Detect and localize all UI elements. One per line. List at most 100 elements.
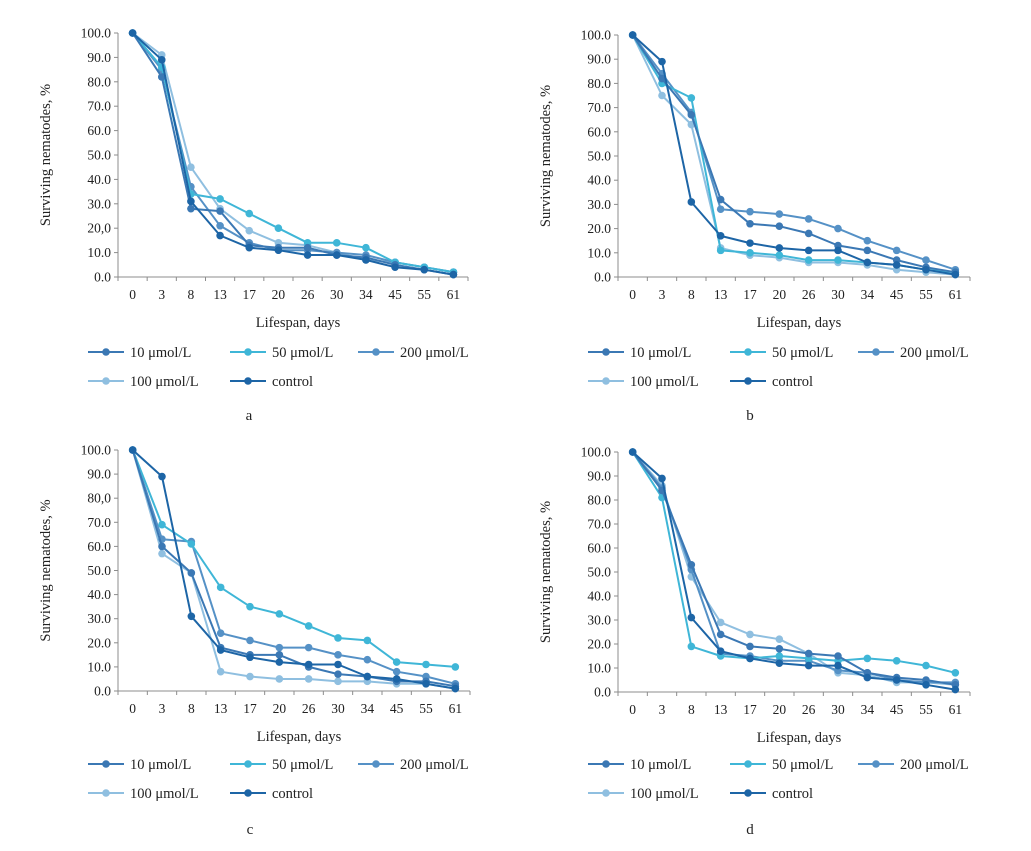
data-point-10umol xyxy=(775,222,784,230)
data-point-control xyxy=(716,232,725,240)
data-point-10umol xyxy=(687,561,696,569)
legend: 10 μmol/L 50 μmol/L 200 μmol/L 100 μmol/L co… xyxy=(88,757,469,802)
data-point-100umol xyxy=(304,675,313,683)
chart-panel-d: 0.0 10.0 20.0 30.0 40.0 50.0 60.0 70.0 80.0 90.0 1… xyxy=(538,445,971,838)
legend-swatch-marker xyxy=(244,789,252,797)
series-line-control xyxy=(132,449,456,690)
x-tick-label: 30 xyxy=(331,701,345,716)
data-point-200umol xyxy=(746,207,754,216)
legend-label: 10 μmol/L xyxy=(630,345,691,361)
data-point-50umol xyxy=(216,195,224,203)
data-point-50umol xyxy=(892,657,901,665)
data-point-50umol xyxy=(362,243,370,252)
y-tick-label: 90.0 xyxy=(587,469,611,484)
x-tick-label: 17 xyxy=(243,287,257,302)
data-point-10umol xyxy=(275,651,284,659)
data-point-50umol xyxy=(392,658,401,666)
x-tick-label: 34 xyxy=(861,287,875,302)
x-tick-label: 30 xyxy=(831,287,845,302)
data-point-100umol xyxy=(216,667,225,676)
x-tick-label: 26 xyxy=(802,287,816,302)
y-tick-label: 70.0 xyxy=(87,99,111,114)
data-point-50umol xyxy=(775,652,784,660)
data-point-control xyxy=(158,472,166,481)
legend-label: 100 μmol/L xyxy=(130,786,199,802)
data-point-control xyxy=(449,270,458,279)
x-tick-label: 55 xyxy=(418,287,432,302)
y-tick-label: 90.0 xyxy=(87,50,111,65)
data-point-control xyxy=(804,661,813,670)
legend-label: 100 μmol/L xyxy=(130,374,199,390)
data-point-control xyxy=(863,258,872,267)
data-point-50umol xyxy=(422,660,430,669)
data-point-50umol xyxy=(716,246,725,255)
data-point-control xyxy=(128,446,137,454)
y-tick-label: 60.0 xyxy=(87,123,111,138)
legend-swatch-marker xyxy=(372,348,380,356)
legend-swatch-marker xyxy=(872,348,880,356)
y-tick-label: 100.0 xyxy=(81,443,112,458)
legend-label: 50 μmol/L xyxy=(772,757,833,773)
y-tick-label: 80.0 xyxy=(587,76,611,91)
x-tick-label: 20 xyxy=(773,702,787,717)
data-point-200umol xyxy=(892,246,901,255)
y-axis-title: Surviving nematodes, % xyxy=(38,499,54,641)
data-point-control xyxy=(922,681,930,689)
legend-label: 200 μmol/L xyxy=(400,345,469,361)
y-tick-label: 10.0 xyxy=(587,661,611,676)
y-axis-title: Surviving nematodes, % xyxy=(538,85,554,227)
data-point-50umol xyxy=(804,256,813,264)
x-tick-label: 61 xyxy=(447,287,461,302)
legend-label: 200 μmol/L xyxy=(900,757,969,773)
panel-label: a xyxy=(246,408,253,424)
data-point-50umol xyxy=(834,256,842,264)
data-point-100umol xyxy=(658,91,666,100)
x-axis-title: Lifespan, days xyxy=(757,730,842,746)
data-point-control xyxy=(128,29,137,37)
y-tick-label: 60.0 xyxy=(587,124,611,139)
data-point-control xyxy=(951,685,960,694)
legend-label: 100 μmol/L xyxy=(630,374,699,390)
data-point-control xyxy=(863,673,872,682)
data-point-50umol xyxy=(363,636,372,645)
y-tick-label: 40.0 xyxy=(587,173,611,188)
series-line-10umol xyxy=(131,449,456,688)
data-point-control xyxy=(391,263,399,272)
x-tick-label: 0 xyxy=(629,287,636,302)
data-point-50umol xyxy=(245,209,254,218)
data-point-50umol xyxy=(775,251,784,260)
data-point-control xyxy=(187,197,195,206)
legend-label: 50 μmol/L xyxy=(272,345,333,361)
data-point-control xyxy=(216,646,225,654)
data-point-control xyxy=(275,658,284,666)
x-tick-label: 26 xyxy=(802,702,816,717)
data-point-control xyxy=(303,251,312,259)
x-tick-label: 0 xyxy=(629,702,636,717)
x-tick-label: 17 xyxy=(743,702,757,717)
data-point-10umol xyxy=(658,74,666,83)
y-tick-label: 20.0 xyxy=(87,635,111,650)
data-point-10umol xyxy=(804,649,813,658)
y-tick-label: 60.0 xyxy=(587,541,611,556)
data-point-200umol xyxy=(716,205,725,214)
x-tick-label: 3 xyxy=(158,287,165,302)
y-tick-label: 40.0 xyxy=(87,587,111,602)
data-point-100umol xyxy=(275,675,284,683)
x-tick-label: 8 xyxy=(688,702,695,717)
x-tick-label: 45 xyxy=(390,701,404,716)
data-point-control xyxy=(451,684,460,693)
series-line-control xyxy=(632,34,956,276)
data-point-50umol xyxy=(746,249,754,257)
data-point-control xyxy=(392,675,401,683)
x-tick-label: 34 xyxy=(861,702,875,717)
y-tick-label: 0.0 xyxy=(94,684,111,699)
y-tick-label: 70.0 xyxy=(587,517,611,532)
x-tick-label: 8 xyxy=(188,287,195,302)
y-axis-title: Surviving nematodes, % xyxy=(538,501,554,643)
x-tick-label: 3 xyxy=(659,702,666,717)
data-point-control xyxy=(834,661,842,670)
data-point-control xyxy=(892,261,901,269)
legend-swatch-marker xyxy=(744,789,752,797)
y-tick-label: 90.0 xyxy=(87,467,111,482)
data-point-200umol xyxy=(834,224,842,233)
